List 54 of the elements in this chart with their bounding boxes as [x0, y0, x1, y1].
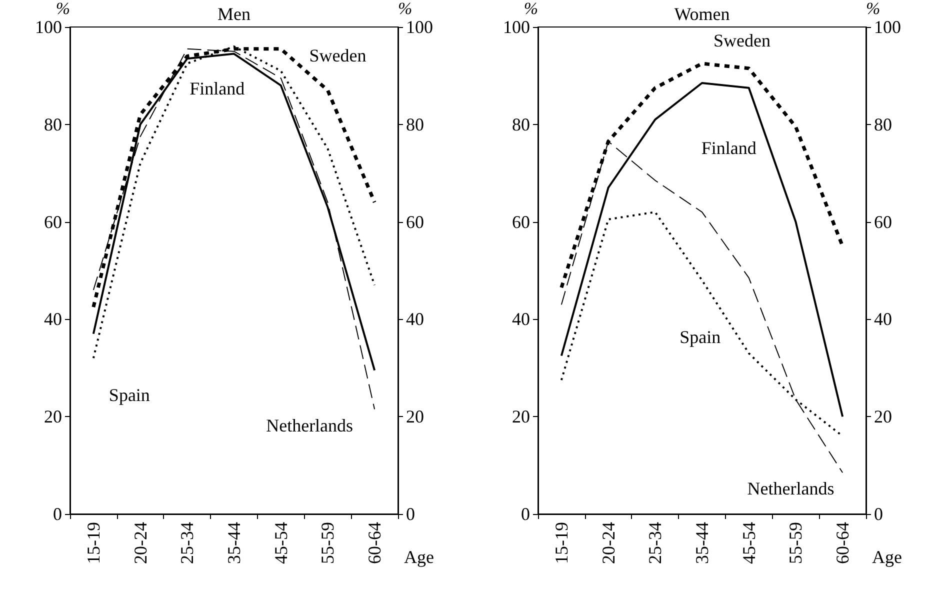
y2-tick-label: 60 [874, 212, 892, 232]
y2-tick-label: 100 [406, 17, 433, 37]
y-tick-label: 0 [521, 504, 530, 524]
y2-tick-label: 80 [874, 114, 892, 134]
y-tick-label: 40 [512, 309, 530, 330]
y-tick-label: 100 [35, 17, 62, 37]
x-tick-label: 15-19 [551, 522, 572, 564]
x-tick-label: 55-59 [318, 522, 338, 564]
x-tick-label: 45-54 [738, 522, 759, 564]
y2-tick-label: 40 [406, 309, 424, 330]
y2-tick-label: 20 [874, 406, 892, 427]
y2-tick-label: 40 [874, 309, 892, 330]
y-tick-label: 60 [512, 212, 530, 232]
x-tick-label: 25-34 [645, 522, 666, 564]
y-tick-label: 80 [512, 114, 530, 134]
chart-title: Women [674, 4, 730, 24]
y-axis-title: % [56, 0, 70, 18]
x-tick-label: 20-24 [130, 522, 150, 564]
chart-title: Men [218, 4, 250, 24]
x-tick-label: 55-59 [786, 522, 806, 564]
series-label: Sweden [309, 45, 366, 66]
y2-tick-label: 60 [406, 212, 424, 232]
x-tick-label: 45-54 [270, 522, 291, 564]
series-label: Finland [701, 138, 756, 158]
x-tick-label: 35-44 [692, 522, 712, 564]
series-label: Spain [680, 327, 721, 348]
y-tick-label: 0 [53, 504, 62, 524]
y-tick-label: 20 [44, 406, 62, 427]
y2-tick-label: 0 [874, 504, 883, 524]
y2-tick-label: 0 [406, 504, 415, 524]
y2-axis-title: % [398, 0, 412, 18]
series-label: Sweden [714, 30, 770, 51]
y-tick-label: 60 [44, 212, 62, 232]
y2-tick-label: 100 [874, 17, 901, 37]
x-tick-label: 25-34 [177, 522, 198, 564]
x-tick-label: 20-24 [598, 522, 618, 564]
y2-tick-label: 80 [406, 114, 424, 134]
y-tick-label: 100 [503, 17, 530, 37]
series-label: Spain [108, 385, 150, 406]
series-label: Netherlands [266, 415, 354, 436]
y-tick-label: 80 [44, 114, 62, 134]
series-label: Finland [190, 78, 245, 99]
x-tick-label: 15-19 [83, 522, 104, 564]
y-axis-title: % [524, 0, 538, 18]
y-tick-label: 20 [512, 406, 530, 427]
series-label: Netherlands [747, 478, 834, 499]
y-tick-label: 40 [44, 309, 62, 330]
x-tick-label: 60-64 [364, 522, 385, 564]
x-axis-title: Age [872, 547, 902, 567]
x-axis-title: Age [404, 547, 434, 567]
y2-axis-title: % [866, 0, 880, 18]
y2-tick-label: 20 [406, 406, 424, 427]
x-tick-label: 35-44 [224, 522, 244, 564]
x-tick-label: 60-64 [832, 522, 853, 564]
